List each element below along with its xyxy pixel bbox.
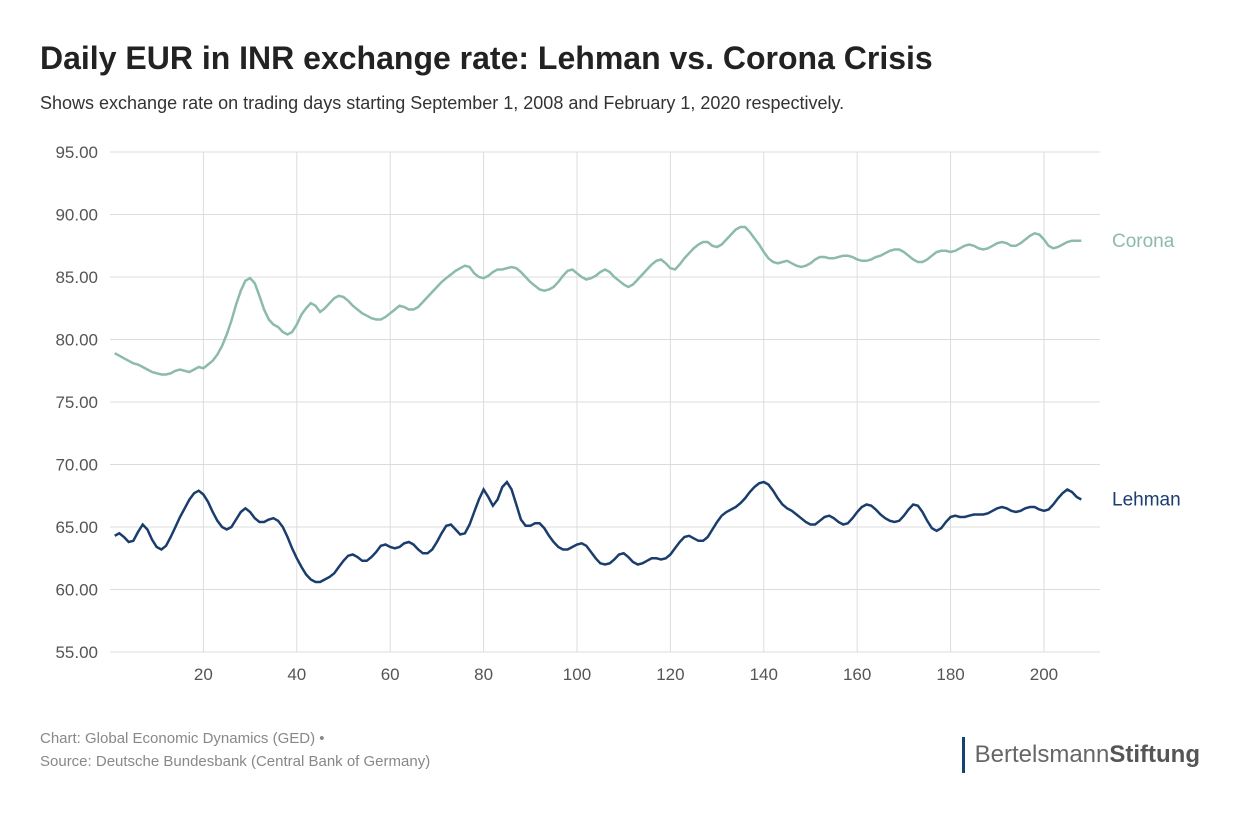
svg-text:60: 60: [381, 665, 400, 684]
svg-text:65.00: 65.00: [55, 518, 98, 537]
chart-area: 55.00 60.00 65.00 70.00 75.00 80.00 85.00 90.00…: [40, 142, 1200, 702]
brand-bar-icon: [962, 737, 965, 773]
svg-text:85.00: 85.00: [55, 268, 98, 287]
chart-title: Daily EUR in INR exchange rate: Lehman v…: [40, 40, 1200, 77]
svg-text:40: 40: [287, 665, 306, 684]
footer-source-credit: Source: Deutsche Bundesbank (Central Ban…: [40, 751, 430, 774]
footer-credits: Chart: Global Economic Dynamics (GED) • …: [40, 728, 430, 773]
svg-text:55.00: 55.00: [55, 643, 98, 662]
svg-text:Corona: Corona: [1112, 231, 1175, 252]
line-chart: 55.00 60.00 65.00 70.00 75.00 80.00 85.00 90.00…: [40, 142, 1200, 702]
svg-text:90.00: 90.00: [55, 206, 98, 225]
svg-text:200: 200: [1030, 665, 1058, 684]
svg-text:80: 80: [474, 665, 493, 684]
footer: Chart: Global Economic Dynamics (GED) • …: [40, 724, 1200, 773]
svg-text:95.00: 95.00: [55, 143, 98, 162]
brand-name-light: Bertelsmann: [975, 741, 1110, 769]
svg-text:70.00: 70.00: [55, 456, 98, 475]
brand-logo: BertelsmannStiftung: [962, 737, 1200, 773]
svg-text:Lehman: Lehman: [1112, 490, 1181, 511]
brand-name-bold: Stiftung: [1109, 741, 1200, 769]
svg-text:120: 120: [656, 665, 684, 684]
svg-text:100: 100: [563, 665, 591, 684]
svg-text:75.00: 75.00: [55, 393, 98, 412]
svg-text:80.00: 80.00: [55, 331, 98, 350]
svg-text:160: 160: [843, 665, 871, 684]
svg-text:180: 180: [936, 665, 964, 684]
svg-text:60.00: 60.00: [55, 581, 98, 600]
footer-chart-credit: Chart: Global Economic Dynamics (GED) •: [40, 728, 430, 751]
svg-text:140: 140: [750, 665, 778, 684]
svg-text:20: 20: [194, 665, 213, 684]
chart-subtitle: Shows exchange rate on trading days star…: [40, 93, 1200, 114]
